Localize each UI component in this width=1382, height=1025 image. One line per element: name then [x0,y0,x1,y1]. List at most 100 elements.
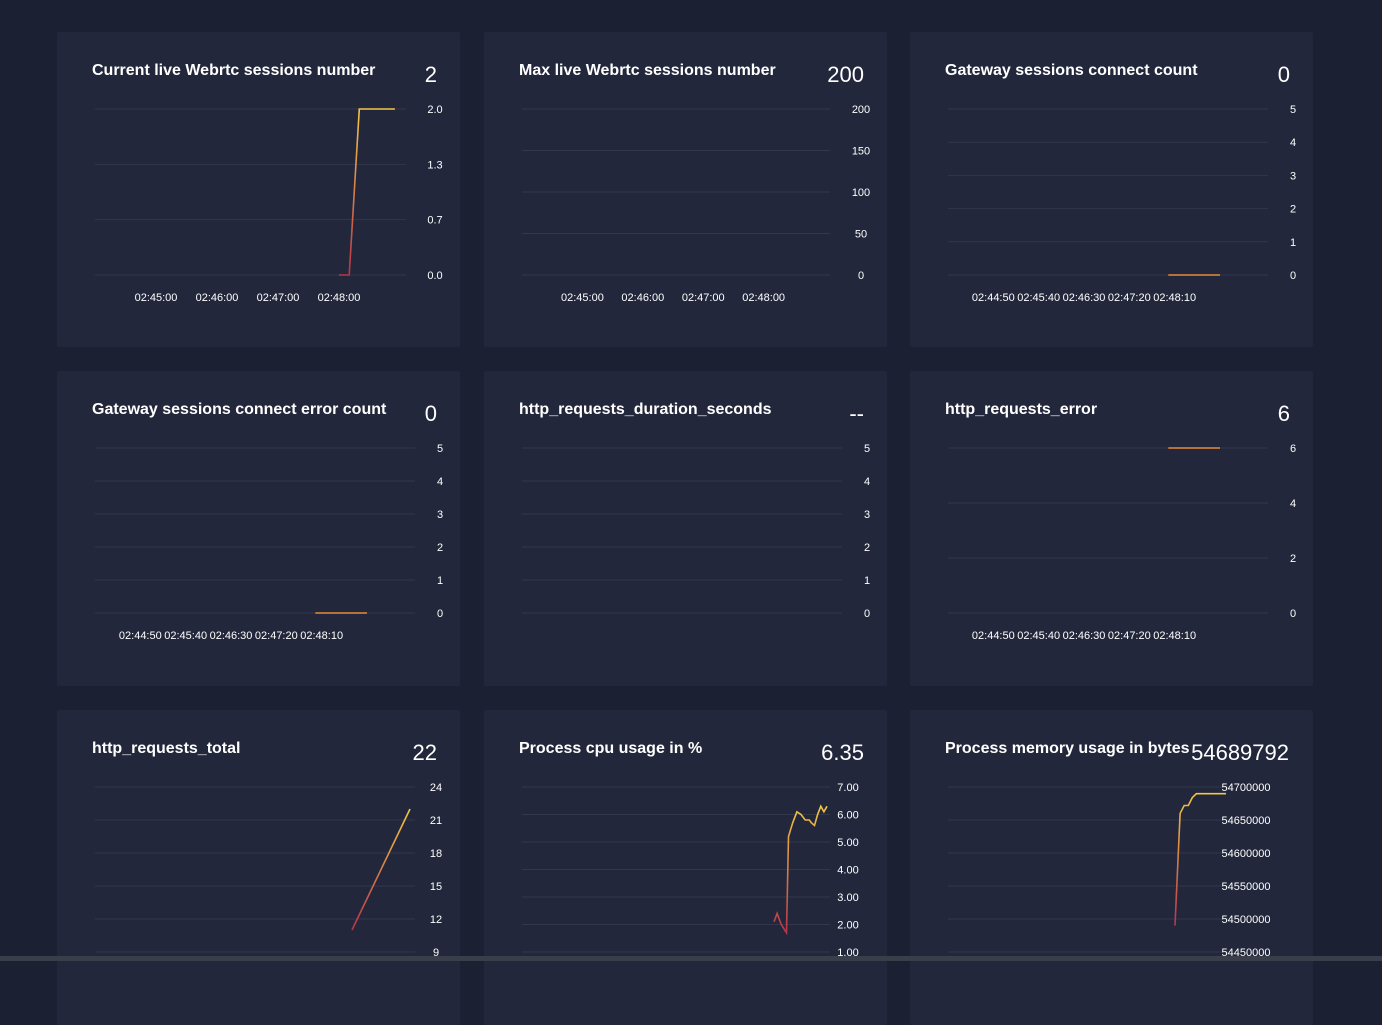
y-tick-label: 5 [864,443,870,455]
y-tick-label: 2 [1290,553,1296,565]
panel-http-error[interactable]: http_requests_error 6 6 4 2 0 02:44:50 02:45:… [910,371,1313,686]
panel-stat-value: 200 [827,62,864,87]
panel-title: Gateway sessions connect error count [92,401,387,418]
panel-title: Gateway sessions connect count [945,62,1198,79]
x-tick-label: 02:45:40 [1017,630,1060,642]
panel-title: http_requests_duration_seconds [519,401,772,418]
panel-stat-value: 0 [1277,62,1290,87]
y-tick-label: 12 [430,914,442,926]
x-tick-label: 02:48:00 [742,292,785,304]
panel-title: Current live Webrtc sessions number [92,62,376,79]
panel-stat-value: 22 [412,740,437,765]
series-line [1174,792,1226,926]
x-tick-label: 02:46:30 [1063,630,1106,642]
y-tick-label: 0.0 [427,270,442,282]
panel-stat-value: 6 [1277,401,1290,426]
y-tick-label: 3 [864,509,870,521]
y-tick-label: 0 [1290,270,1296,282]
panel-stat-value: 2 [424,62,437,87]
y-tick-label: 54650000 [1222,815,1271,827]
y-tick-label: 0 [1290,608,1296,620]
y-tick-label: 3 [1290,170,1296,182]
chart-memory-usage: 54700000 54650000 54600000 54550000 54500000… [948,782,1271,959]
x-tick-label: 02:47:00 [257,292,300,304]
panel-title: Process memory usage in bytes [945,740,1190,757]
x-tick-label: 02:46:30 [210,630,253,642]
y-tick-label: 1 [1290,237,1296,249]
chart-webrtc-live: 2.0 1.3 0.7 0.0 02:45:00 02:46:00 02:47:00 02:4… [95,104,443,304]
panel-gateway-connect[interactable]: Gateway sessions connect count 0 5 4 3 2 1 0 0… [910,32,1313,347]
y-tick-label: 7.00 [837,782,858,794]
y-tick-label: 2 [1290,204,1296,216]
y-tick-label: 0.7 [427,215,442,227]
panel-gateway-connect-error[interactable]: Gateway sessions connect error count 0 5… [57,371,460,686]
chart-cpu-usage: 7.006.005.004.003.002.001.00 [522,782,859,959]
x-tick-label: 02:48:10 [1153,630,1196,642]
x-tick-label: 02:48:00 [318,292,361,304]
x-tick-label: 02:47:20 [1108,630,1151,642]
y-tick-label: 0 [858,270,864,282]
panel-title: http_requests_total [92,740,241,757]
chart-gateway-connect-error: 5 4 3 2 1 0 02:44:50 02:45:40 02:46:30 02:47:20 02… [95,443,443,642]
y-tick-label: 5 [1290,104,1296,116]
y-tick-label: 18 [430,848,442,860]
panel-http-total[interactable]: http_requests_total 22 24 21 18 15 12 9 [57,710,460,1025]
panel-webrtc-live[interactable]: Current live Webrtc sessions number 2 2.… [57,32,460,347]
x-tick-label: 02:45:40 [1017,292,1060,304]
y-tick-label: 21 [430,815,442,827]
panel-title: Process cpu usage in % [519,740,703,757]
panel-stat-value: 0 [424,401,437,426]
y-tick-label: 54550000 [1222,881,1271,893]
y-tick-label: 5 [437,443,443,455]
y-tick-label: 54700000 [1222,782,1271,794]
panel-stat-value: 54689792 [1191,740,1289,765]
y-tick-label: 100 [852,187,870,199]
y-tick-label: 3.00 [837,892,858,904]
x-tick-label: 02:44:50 [972,292,1015,304]
chart-http-duration: 5 4 3 2 1 0 [522,443,870,620]
y-tick-label: 4 [864,476,870,488]
y-tick-label: 4 [1290,498,1296,510]
y-tick-label: 2.00 [837,920,858,932]
x-tick-label: 02:47:20 [1108,292,1151,304]
x-tick-label: 02:48:10 [300,630,343,642]
y-tick-label: 54600000 [1222,848,1271,860]
y-tick-label: 1 [437,575,443,587]
x-tick-label: 02:46:00 [196,292,239,304]
y-tick-label: 2 [437,542,443,554]
panel-http-duration[interactable]: http_requests_duration_seconds -- 5 4 3 2 1 0 [484,371,887,686]
y-tick-label: 9 [433,947,439,959]
panel-cpu-usage[interactable]: Process cpu usage in % 6.35 7.00 6.00 5.00… [484,710,887,1025]
x-tick-label: 02:44:50 [972,630,1015,642]
y-tick-label: 4.00 [837,865,858,877]
panel-stat-value: 6.35 [821,740,864,765]
y-tick-label: 1 [864,575,870,587]
window-bottom-edge [0,956,1382,961]
y-tick-label: 2.0 [427,104,442,116]
panel-webrtc-max[interactable]: Max live Webrtc sessions number 200 200 1… [484,32,887,347]
dashboard-grid: Current live Webrtc sessions number 2 2.… [57,32,1313,959]
y-tick-label: 15 [430,881,442,893]
chart-gateway-connect: 5 4 3 2 1 0 02:44:50 02:45:40 02:46:30 02:47:20 02… [948,104,1296,304]
x-tick-label: 02:46:30 [1063,292,1106,304]
y-tick-label: 6 [1290,443,1296,455]
x-tick-label: 02:47:00 [682,292,725,304]
panel-title: Max live Webrtc sessions number [519,62,776,79]
series-line [351,808,411,931]
chart-http-error: 6 4 2 0 02:44:50 02:45:40 02:46:30 02:47:20 02:4… [948,443,1296,642]
x-tick-label: 02:45:40 [164,630,207,642]
y-tick-label: 1.3 [427,159,442,171]
panel-stat-value: -- [849,401,864,426]
panel-title: http_requests_error [945,401,1098,418]
y-tick-label: 6.00 [837,810,858,822]
y-tick-label: 50 [855,229,867,241]
y-tick-label: 0 [437,608,443,620]
y-tick-label: 54500000 [1222,914,1271,926]
x-tick-label: 02:46:00 [621,292,664,304]
panel-memory-usage[interactable]: Process memory usage in bytes 54689792 5… [910,710,1313,1025]
x-tick-label: 02:44:50 [119,630,162,642]
chart-http-total: 24 21 18 15 12 9 [95,782,442,959]
y-tick-label: 2 [864,542,870,554]
y-tick-label: 0 [864,608,870,620]
x-tick-label: 02:45:00 [135,292,178,304]
